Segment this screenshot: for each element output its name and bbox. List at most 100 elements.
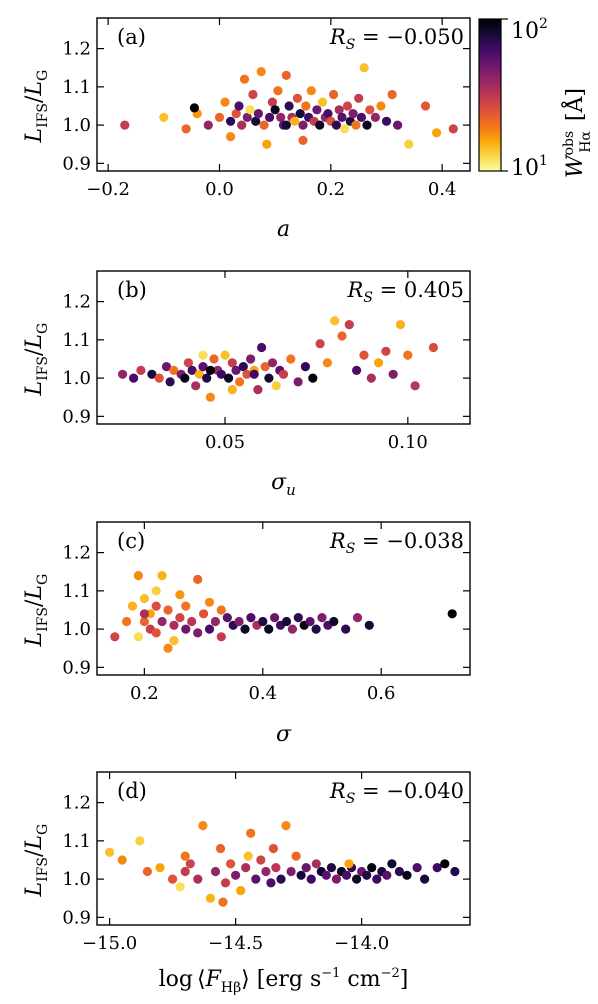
data-point [198,350,208,360]
data-point [359,350,369,360]
data-point [300,362,310,372]
data-point [356,112,366,122]
data-point [382,870,392,880]
data-point [193,628,203,638]
data-point [420,874,430,884]
data-point [315,120,325,130]
data-point [284,101,294,111]
data-point [440,859,450,869]
data-point [337,331,347,341]
data-point [432,863,442,873]
data-point [175,882,185,892]
data-point [268,843,278,854]
data-point [267,358,278,368]
data-point [376,101,386,111]
data-point [331,874,341,884]
data-point [191,381,201,391]
data-point [305,616,315,627]
data-point [245,105,255,115]
data-point [169,620,179,630]
data-point [181,624,191,634]
data-point [359,63,369,73]
data-point [241,863,251,873]
data-point [214,112,225,122]
y-tick-label: 1.1 [62,77,91,98]
data-point [306,874,316,884]
data-point [220,350,230,360]
data-point [312,105,322,115]
data-point [366,373,376,383]
y-tick-label: 1.0 [62,115,91,136]
data-point [365,105,375,115]
data-point [317,97,328,107]
data-point [118,369,128,379]
scatter-points [118,316,438,402]
data-point [342,101,353,111]
data-point [281,616,292,627]
data-point [367,863,377,873]
y-tick-label: 1.0 [62,619,91,640]
data-point [198,821,208,831]
plot-frame [96,17,471,172]
data-point [298,135,308,145]
data-point [187,365,197,375]
data-point [117,855,127,865]
x-tick-label: 0.6 [367,683,396,704]
data-point [209,354,219,364]
data-point [237,120,247,130]
data-point [216,369,226,379]
x-axis-label: σu [271,470,296,499]
data-point [136,365,146,375]
data-point [311,859,321,869]
plot-frame [96,270,471,425]
data-point [344,320,354,330]
data-point [204,597,215,607]
y-tick-label: 1.1 [62,581,91,602]
data-point [395,320,406,330]
x-tick-label: 0.05 [205,432,245,453]
data-point [185,859,195,869]
data-point [270,105,280,115]
data-point [165,377,175,387]
data-point [242,112,252,122]
data-point [428,342,438,353]
data-point [142,866,152,877]
data-point [264,624,274,634]
data-point [220,878,231,888]
data-point [163,643,173,653]
data-point [246,828,256,838]
data-point [276,112,286,122]
data-point [139,593,149,604]
data-point [394,866,404,877]
data-point [447,609,457,619]
data-point [161,362,172,372]
data-point [292,93,302,103]
panel-label: (b) [117,278,147,302]
data-point [139,609,149,619]
data-point [220,97,230,107]
y-tick-label: 0.9 [62,406,91,427]
data-point [210,616,220,627]
data-point [290,116,300,126]
panel-b: 0.05 0.10 0.9 1.0 1.1 1.2 (b) RS = 0.405 LIFS/LG… [22,270,471,499]
data-point [187,616,197,627]
data-point [323,109,333,119]
data-point [329,616,339,627]
data-point [341,624,351,634]
data-point [266,878,276,888]
x-tick-label: 0.2 [317,179,346,200]
data-point [420,101,431,111]
data-point [286,354,296,364]
data-point [326,863,336,873]
data-point [133,632,143,642]
panel-label: (a) [117,25,146,49]
data-point [317,613,327,623]
x-tick-label: 0.0 [205,179,234,200]
y-axis-label: LIFS/LG [22,574,51,648]
data-point [301,863,311,873]
colorbar-tick-bottom: 101 [511,153,548,181]
data-point [278,369,289,379]
data-point [276,874,286,884]
colorbar: 102 101 WobsHα[Å] [478,16,594,181]
data-point [352,874,362,884]
